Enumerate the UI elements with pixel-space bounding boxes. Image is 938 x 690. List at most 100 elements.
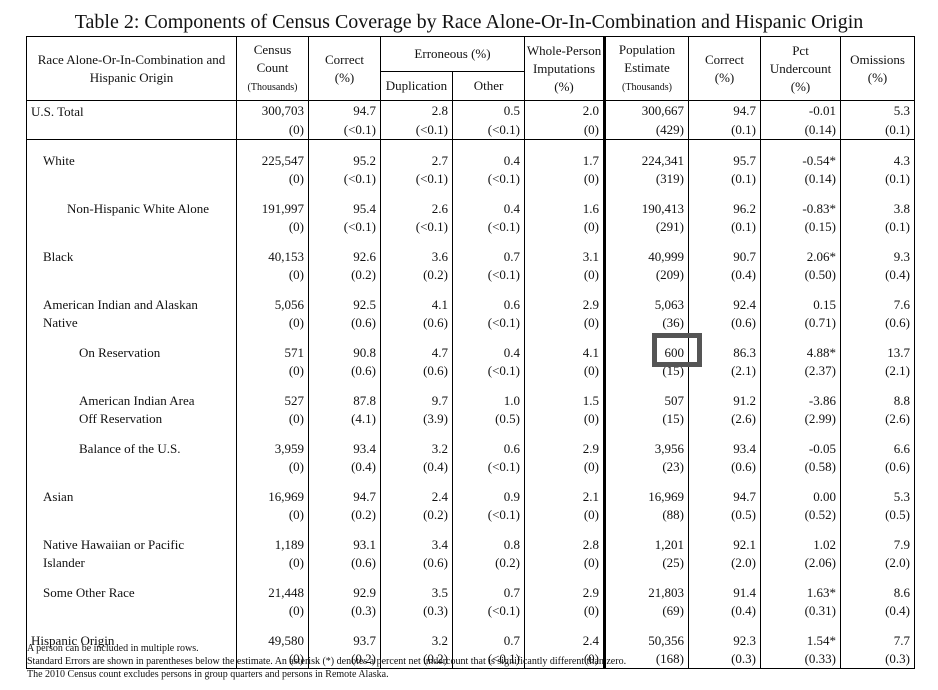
se-cell: (<0.1) (451, 218, 525, 236)
se-cell: (0.4) (688, 602, 761, 620)
se-cell: (0) (524, 121, 605, 140)
header-whole-person: Whole-Person Imputations (%) (524, 36, 606, 101)
se-cell: (69) (603, 602, 689, 620)
estimate-cell: 1.0 (451, 392, 525, 410)
se-cell: (0.58) (760, 458, 841, 476)
row-label-cont: Native (26, 314, 237, 332)
se-cell: (2.0) (688, 554, 761, 572)
estimate-cell: 0.6 (451, 440, 525, 458)
se-cell: (0.1) (688, 170, 761, 188)
table-row: Asian 16,969 94.7 2.4 0.9 2.1 16,969 94.7 0.00 5.… (26, 488, 916, 506)
se-cell: (0.6) (308, 362, 381, 380)
table-row-se: (0) (0.2) (0.2) (<0.1) (0) (209) (0.4) (0.50) (0… (26, 266, 916, 284)
row-label-cont: Off Reservation (26, 410, 237, 428)
se-cell: (0.6) (380, 314, 453, 332)
row-label-cont: Islander (26, 554, 237, 572)
estimate-cell: 9.7 (380, 392, 453, 410)
header-pct-undercount: Pct Undercount (%) (760, 36, 842, 101)
estimate-cell: 2.8 (380, 100, 453, 121)
se-cell: (0) (236, 410, 309, 428)
header-correct-2: Correct (%) (688, 36, 762, 101)
se-cell: (0.6) (688, 314, 761, 332)
se-cell: (0.2) (380, 266, 453, 284)
estimate-cell: 95.2 (308, 152, 381, 170)
row-label: Native Hawaiian or Pacific (26, 536, 237, 554)
estimate-cell: 50,356 (603, 632, 689, 650)
table-title: Table 2: Components of Census Coverage b… (74, 11, 864, 33)
estimate-cell: 87.8 (308, 392, 381, 410)
row-spacer (26, 524, 916, 536)
table-row-se: Off Reservation (0) (4.1) (3.9) (0.5) (0) (15)… (26, 410, 916, 428)
estimate-cell: 300,703 (236, 100, 309, 121)
se-cell: (0.6) (308, 554, 381, 572)
se-cell: (0) (236, 554, 309, 572)
estimate-cell: 95.4 (308, 200, 381, 218)
se-cell: (<0.1) (308, 170, 381, 188)
se-cell: (2.6) (840, 410, 916, 428)
estimate-cell: 92.6 (308, 248, 381, 266)
estimate-cell: 0.8 (451, 536, 525, 554)
se-cell: (<0.1) (451, 506, 525, 524)
estimate-cell: 3.6 (380, 248, 453, 266)
estimate-cell: 94.7 (308, 488, 381, 506)
se-cell: (209) (603, 266, 689, 284)
estimate-cell: 4.1 (524, 344, 605, 362)
table-row: American Indian Area 527 87.8 9.7 1.0 1.5 507 9… (26, 392, 916, 410)
estimate-cell: 92.4 (688, 296, 761, 314)
se-cell: (0.71) (760, 314, 841, 332)
estimate-cell: 2.8 (524, 536, 605, 554)
se-cell: (0.6) (380, 362, 453, 380)
se-cell: (<0.1) (451, 650, 525, 669)
row-label-cont (26, 218, 237, 236)
estimate-cell: 93.7 (308, 632, 381, 650)
estimate-cell: 1.7 (524, 152, 605, 170)
se-cell: (0.5) (688, 506, 761, 524)
se-cell: (<0.1) (451, 602, 525, 620)
estimate-cell: -3.86 (760, 392, 841, 410)
se-cell: (0.3) (308, 602, 381, 620)
table-row: Non-Hispanic White Alone 191,997 95.4 2.6 0.… (26, 200, 916, 218)
se-cell: (0.4) (840, 266, 916, 284)
row-label-cont (26, 121, 237, 140)
estimate-cell: -0.01 (760, 100, 841, 121)
estimate-cell: 0.6 (451, 296, 525, 314)
se-cell: (0) (236, 650, 309, 669)
table-row-se: (0) (0.2) (0.2) (<0.1) (0) (88) (0.5) (0.52) (0.… (26, 506, 916, 524)
estimate-cell: 600 (603, 344, 689, 362)
estimate-cell: 225,547 (236, 152, 309, 170)
row-spacer (26, 620, 916, 632)
se-cell: (0.4) (840, 602, 916, 620)
row-spacer (26, 380, 916, 392)
estimate-cell: 190,413 (603, 200, 689, 218)
se-cell: (0) (236, 506, 309, 524)
table-row: U.S. Total 300,703 94.7 2.8 0.5 2.0 300,667 94.… (26, 100, 916, 121)
table-row: On Reservation 571 90.8 4.7 0.4 4.1 600 86.3 4.8… (26, 344, 916, 362)
se-cell: (25) (603, 554, 689, 572)
estimate-cell: 5.3 (840, 100, 916, 121)
table-row: American Indian and Alaskan 5,056 92.5 4.1 0… (26, 296, 916, 314)
table-row: Some Other Race 21,448 92.9 3.5 0.7 2.9 21,803… (26, 584, 916, 602)
row-label: Black (26, 248, 237, 266)
se-cell: (<0.1) (380, 218, 453, 236)
se-cell: (0.6) (380, 554, 453, 572)
estimate-cell: 16,969 (603, 488, 689, 506)
row-label: Balance of the U.S. (26, 440, 237, 458)
se-cell: (0) (236, 314, 309, 332)
estimate-cell: 5,056 (236, 296, 309, 314)
estimate-cell: 92.5 (308, 296, 381, 314)
header-census-count: Census Count (Thousands) (236, 36, 309, 101)
estimate-cell: 3.8 (840, 200, 916, 218)
se-cell: (0.2) (380, 506, 453, 524)
row-spacer (26, 476, 916, 488)
se-cell: (0.3) (840, 650, 916, 669)
table-row-se: (0) (0.2) (0.2) (<0.1) (0) (168) (0.3) (0.33) (0… (26, 650, 916, 669)
row-label-cont (26, 506, 237, 524)
estimate-cell: 0.15 (760, 296, 841, 314)
table-row-se: (0) (0.4) (0.4) (<0.1) (0) (23) (0.6) (0.58) (0.… (26, 458, 916, 476)
header-erroneous: Erroneous (%) (379, 36, 526, 72)
table-row-se: Native (0) (0.6) (0.6) (<0.1) (0) (36) (0.6) (0.… (26, 314, 916, 332)
se-cell: (0.2) (308, 650, 381, 669)
se-cell: (2.37) (760, 362, 841, 380)
estimate-cell: 5.3 (840, 488, 916, 506)
estimate-cell: -0.05 (760, 440, 841, 458)
